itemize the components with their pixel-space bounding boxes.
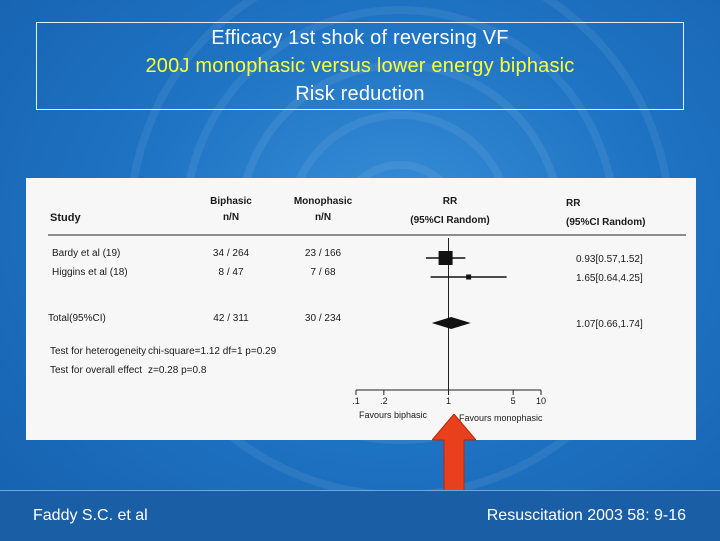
header-monophasic: Monophasic [294,196,353,207]
x-tick-label: .1 [352,396,360,406]
title-line-3: Risk reduction [295,83,425,105]
total-biphasic: 42 / 311 [213,313,249,324]
slide-title-box: Efficacy 1st shok of reversing VF 200J m… [36,22,684,110]
header-rr-plot-ci: (95%CI Random) [410,215,489,226]
study-point [466,274,472,280]
x-tick-label: 10 [536,396,546,406]
study-rr-text: 1.65[0.64,4.25] [576,273,643,284]
overall-effect-stat: z=0.28 p=0.8 [148,365,207,376]
heterogeneity-stat: chi-square=1.12 df=1 p=0.29 [148,346,277,357]
header-study: Study [50,212,81,224]
total-diamond [431,317,471,329]
forest-plot: Study Biphasic n/N Monophasic n/N RR (95%CI Ra… [48,196,686,423]
header-biphasic-nn: n/N [223,212,239,223]
header-rr-text-ci: (95%CI Random) [566,217,645,228]
favours-right-label: Favours monophasic [459,413,543,423]
forest-plot-panel: Study Biphasic n/N Monophasic n/N RR (95%CI Ra… [26,178,696,440]
total-label: Total(95%CI) [48,313,106,324]
x-tick-label: 5 [511,396,516,406]
header-rr-text: RR [566,198,581,209]
heterogeneity-label: Test for heterogeneity [50,346,146,357]
header-monophasic-nn: n/N [315,212,331,223]
total-monophasic: 30 / 234 [305,313,342,324]
footer-bar: Faddy S.C. et al Resuscitation 2003 58: … [0,490,720,541]
study-rr-text: 0.93[0.57,1.52] [576,254,643,265]
study-label: Bardy et al (19) [52,248,120,259]
x-tick-label: 1 [446,396,451,406]
study-monophasic: 7 / 68 [310,267,335,278]
overall-effect-label: Test for overall effect [50,365,142,376]
study-monophasic: 23 / 166 [305,248,342,259]
title-line-1: Efficacy 1st shok of reversing VF [211,27,509,49]
total-rr-text: 1.07[0.66,1.74] [576,319,643,330]
up-arrow-icon [432,414,476,494]
study-biphasic: 34 / 264 [213,248,250,259]
x-tick-label: .2 [380,396,388,406]
favours-left-label: Favours biphasic [359,410,428,420]
study-point [438,251,453,265]
footer-author: Faddy S.C. et al [33,507,148,524]
study-label: Higgins et al (18) [52,267,128,278]
header-biphasic: Biphasic [210,196,252,207]
title-line-2: 200J monophasic versus lower energy biph… [145,55,575,77]
header-rr-plot: RR [443,196,458,207]
study-biphasic: 8 / 47 [218,267,243,278]
footer-citation: Resuscitation 2003 58: 9-16 [486,507,686,524]
